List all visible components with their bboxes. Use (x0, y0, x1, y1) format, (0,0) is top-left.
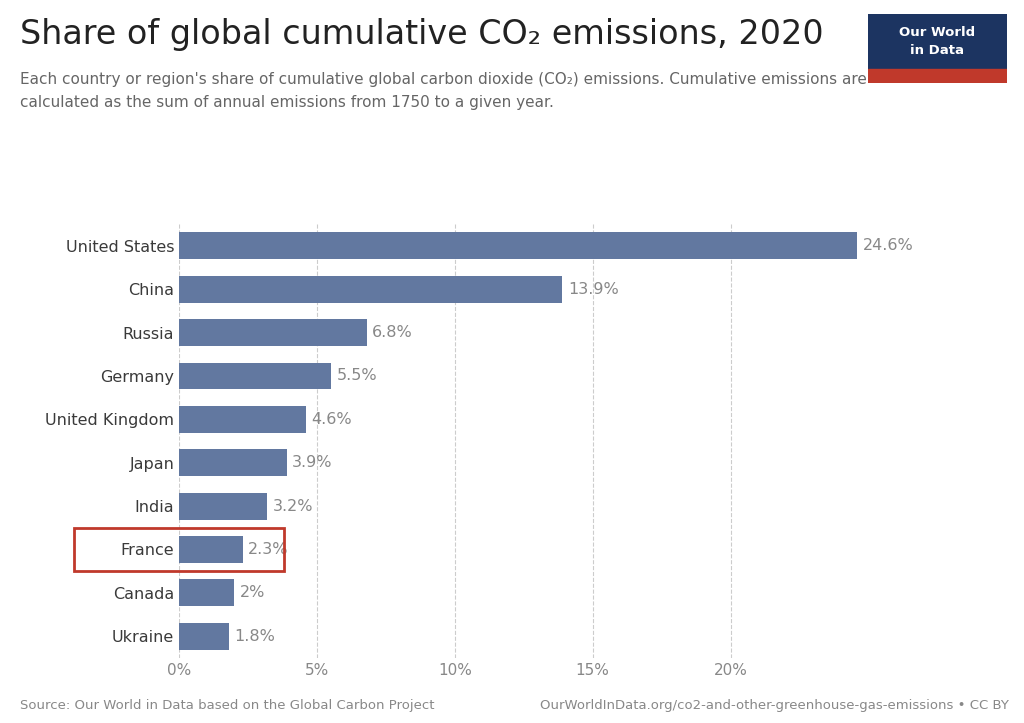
Bar (179, 362, 331, 390)
Text: Each country or region's share of cumulative global carbon dioxide (CO₂) emissio: Each country or region's share of cumula… (20, 72, 867, 109)
Bar (179, 275, 562, 303)
Bar (179, 406, 306, 433)
Text: OurWorldInData.org/co2-and-other-greenhouse-gas-emissions • CC BY: OurWorldInData.org/co2-and-other-greenho… (540, 699, 1009, 712)
Bar (179, 319, 367, 346)
Bar (179, 579, 234, 607)
Text: 2%: 2% (240, 586, 265, 600)
Text: 24.6%: 24.6% (863, 239, 913, 253)
Text: 6.8%: 6.8% (372, 325, 413, 340)
Text: 3.9%: 3.9% (292, 455, 333, 470)
Text: 3.2%: 3.2% (273, 499, 313, 513)
Bar (179, 449, 287, 476)
Bar (179, 232, 857, 260)
Text: 1.8%: 1.8% (234, 629, 275, 643)
Text: in Data: in Data (910, 43, 965, 56)
Bar (179, 492, 267, 520)
Bar (868, 69, 1007, 83)
Text: Share of global cumulative CO₂ emissions, 2020: Share of global cumulative CO₂ emissions… (20, 18, 824, 51)
Text: 5.5%: 5.5% (336, 369, 377, 383)
Text: Source: Our World in Data based on the Global Carbon Project: Source: Our World in Data based on the G… (20, 699, 435, 712)
Bar (179, 536, 243, 563)
Text: 4.6%: 4.6% (311, 412, 352, 427)
Text: 13.9%: 13.9% (568, 282, 618, 296)
Bar (179, 623, 228, 650)
Text: 2.3%: 2.3% (248, 542, 289, 557)
Text: Our World: Our World (899, 26, 976, 39)
